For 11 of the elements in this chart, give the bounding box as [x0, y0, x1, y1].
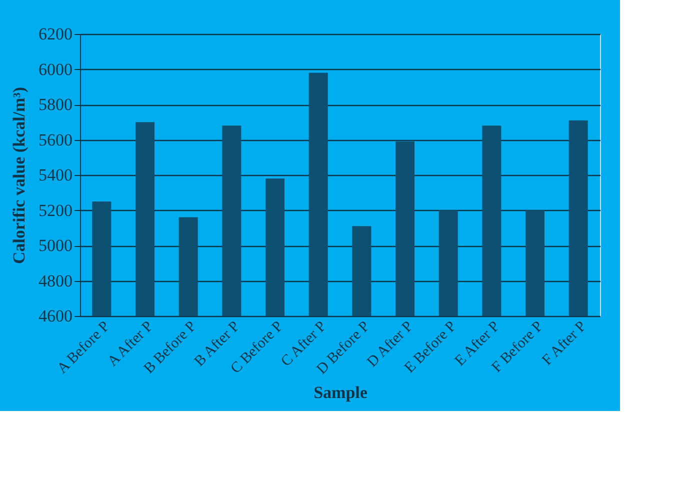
y-tick-label: 5200: [38, 200, 72, 220]
y-tick-label: 5400: [38, 166, 72, 184]
y-tick-label: 6000: [38, 60, 72, 79]
y-axis-title: Calorific value (kcal/m³): [10, 87, 28, 264]
y-tick-label: 5800: [38, 95, 72, 114]
x-axis-title: Sample: [314, 382, 368, 402]
y-tick-label: 4800: [38, 271, 72, 290]
y-tick-label: 5600: [38, 130, 72, 150]
y-tick-label: 5000: [38, 236, 72, 255]
y-tick-label: 6200: [38, 24, 72, 44]
y-tick-label: 4600: [38, 306, 72, 326]
